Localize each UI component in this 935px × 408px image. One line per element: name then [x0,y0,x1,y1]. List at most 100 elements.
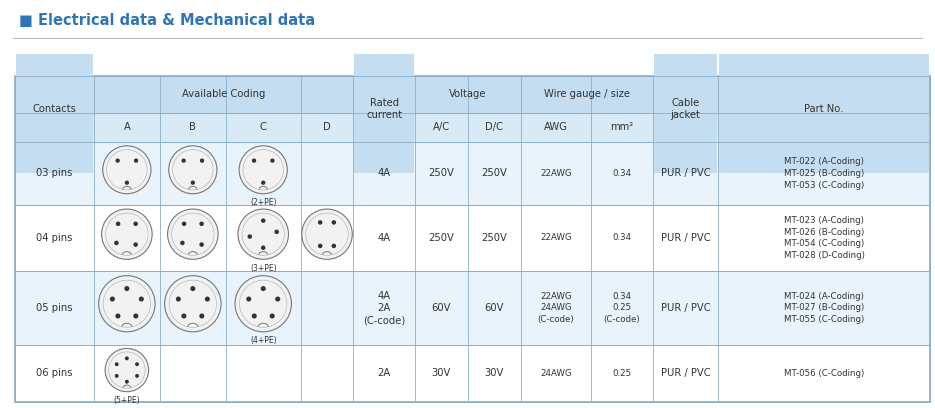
Circle shape [261,246,266,250]
Circle shape [135,374,139,378]
Bar [15,75,929,113]
Text: 05 pins: 05 pins [36,303,73,313]
Text: PUR / PVC: PUR / PVC [661,368,711,378]
Circle shape [318,220,323,225]
Circle shape [165,276,221,332]
Circle shape [109,297,115,302]
Text: 22AWG
24AWG
(C-code): 22AWG 24AWG (C-code) [538,292,574,324]
Circle shape [134,313,138,319]
Circle shape [116,158,120,163]
Text: 0.34: 0.34 [612,169,631,178]
Circle shape [261,218,266,223]
Bar [15,345,929,402]
Text: 22AWG: 22AWG [539,233,571,242]
Text: PUR / PVC: PUR / PVC [661,303,711,313]
Bar [354,53,414,173]
Circle shape [237,209,289,259]
Text: MT-023 (A-Coding)
MT-026 (B-Coding)
MT-054 (C-Coding)
MT-028 (D-Coding): MT-023 (A-Coding) MT-026 (B-Coding) MT-0… [784,216,865,260]
Circle shape [115,313,121,319]
Circle shape [125,380,129,384]
Text: 03 pins: 03 pins [36,169,73,178]
Circle shape [302,209,352,259]
Circle shape [199,242,204,247]
Circle shape [181,313,186,319]
Bar [15,75,929,402]
Text: AWG: AWG [544,122,568,133]
Text: D/C: D/C [485,122,503,133]
Text: Available Coding: Available Coding [182,89,266,100]
Circle shape [239,146,287,194]
Circle shape [168,146,217,194]
Circle shape [270,158,275,163]
Circle shape [261,286,266,291]
Text: 4A
2A
(C-code): 4A 2A (C-code) [363,290,405,325]
Circle shape [205,297,209,302]
Circle shape [248,234,252,239]
Text: mm²: mm² [611,122,633,133]
Circle shape [199,222,204,226]
Bar [720,53,928,173]
Text: 0.34: 0.34 [612,233,631,242]
Text: 4A: 4A [378,233,391,243]
Circle shape [115,374,119,378]
Text: 2A: 2A [378,368,391,378]
Text: Contacts: Contacts [33,104,77,114]
Text: 0.34
0.25
(C-code): 0.34 0.25 (C-code) [603,292,640,324]
Text: 60V: 60V [432,303,451,313]
Circle shape [135,362,139,366]
Bar [654,53,717,173]
Circle shape [134,222,138,226]
Circle shape [115,362,119,366]
Circle shape [134,242,138,247]
Text: D: D [324,122,331,133]
Circle shape [332,244,336,248]
Text: C: C [260,122,266,133]
Text: MT-024 (A-Coding)
MT-027 (B-Coding)
MT-055 (C-Coding): MT-024 (A-Coding) MT-027 (B-Coding) MT-0… [784,292,864,324]
Circle shape [181,222,186,226]
Text: ■ Electrical data & Mechanical data: ■ Electrical data & Mechanical data [19,13,315,28]
Text: 250V: 250V [482,169,507,178]
Circle shape [252,313,257,319]
Bar [15,142,929,205]
Text: 04 pins: 04 pins [36,233,73,243]
Circle shape [116,222,121,226]
Circle shape [332,220,336,225]
Circle shape [114,241,119,245]
Text: 24AWG: 24AWG [539,369,571,378]
Circle shape [99,276,155,332]
Circle shape [318,244,323,248]
Circle shape [138,297,144,302]
Circle shape [124,286,129,291]
Circle shape [176,297,180,302]
Text: A: A [123,122,130,133]
Circle shape [103,146,151,194]
Circle shape [252,158,256,163]
Circle shape [200,158,204,163]
Text: 06 pins: 06 pins [36,368,73,378]
Circle shape [102,209,152,259]
Bar [15,271,929,345]
Text: A/C: A/C [433,122,450,133]
Circle shape [180,241,185,245]
Circle shape [246,297,252,302]
Text: Rated
current: Rated current [367,98,402,120]
Text: (2+PE): (2+PE) [250,198,277,207]
Text: 60V: 60V [484,303,504,313]
Circle shape [275,297,280,302]
Bar [15,113,929,142]
Text: (4+PE): (4+PE) [250,336,277,345]
Text: Voltage: Voltage [449,89,486,100]
Bar [15,205,929,271]
Text: PUR / PVC: PUR / PVC [661,233,711,243]
Circle shape [235,276,292,332]
Bar [16,53,93,173]
Text: 30V: 30V [484,368,504,378]
Circle shape [181,158,186,163]
Text: (3+PE): (3+PE) [250,264,277,273]
Text: 250V: 250V [428,233,454,243]
Circle shape [124,181,129,185]
Text: (5+PE): (5+PE) [113,396,140,405]
Text: MT-056 (C-Coding): MT-056 (C-Coding) [784,369,864,378]
Text: MT-022 (A-Coding)
MT-025 (B-Coding)
MT-053 (C-Coding): MT-022 (A-Coding) MT-025 (B-Coding) MT-0… [784,157,864,190]
Text: B: B [190,122,196,133]
